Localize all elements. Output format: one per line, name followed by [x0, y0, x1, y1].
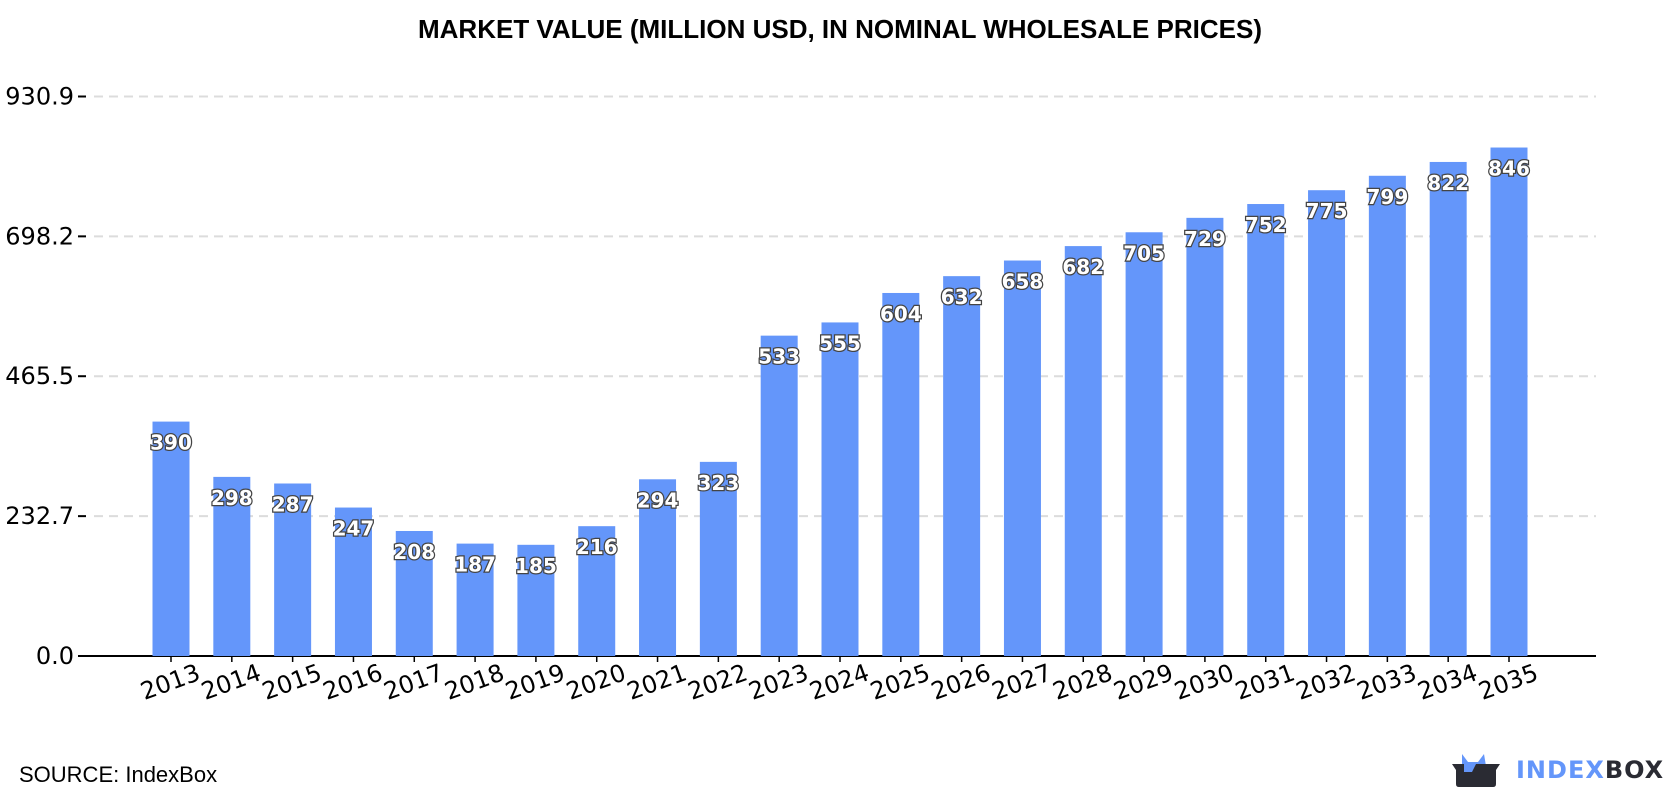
- bar-2024: [821, 322, 859, 656]
- data-label: 822: [1427, 171, 1469, 195]
- x-tick-label: 2027: [988, 659, 1055, 706]
- data-label: 187: [454, 553, 496, 577]
- bar-2013: [152, 421, 190, 656]
- data-label: 632: [941, 285, 983, 309]
- data-label: 604: [880, 302, 922, 326]
- x-tick-label: 2033: [1353, 659, 1420, 706]
- bar-2029: [1125, 232, 1163, 657]
- x-tick-label: 2021: [623, 659, 690, 706]
- y-tick-label: 930.9: [5, 83, 74, 111]
- x-tick-label: 2015: [258, 659, 325, 706]
- bar-2021: [639, 479, 677, 656]
- x-tick-label: 2018: [441, 659, 508, 706]
- x-tick-label: 2016: [319, 659, 386, 706]
- source-label: SOURCE: IndexBox: [19, 762, 218, 787]
- x-tick-label: 2034: [1414, 659, 1481, 706]
- data-label: 752: [1245, 213, 1287, 237]
- x-tick-label: 2026: [927, 659, 994, 706]
- x-tick-label: 2029: [1110, 659, 1177, 706]
- data-label: 705: [1123, 241, 1165, 265]
- x-tick-label: 2032: [1292, 659, 1359, 706]
- indexbox-logo: INDEXBOX: [1450, 752, 1664, 788]
- bar-2027: [1003, 260, 1041, 656]
- data-label: 682: [1062, 255, 1104, 279]
- y-tick-label: 698.2: [5, 222, 74, 250]
- x-tick-label: 2024: [806, 659, 873, 706]
- x-tick-label: 2023: [745, 659, 812, 706]
- bar-2023: [760, 335, 798, 656]
- chart-title: MARKET VALUE (MILLION USD, IN NOMINAL WH…: [417, 14, 1263, 44]
- box-icon: [1452, 754, 1500, 787]
- data-label: 294: [637, 488, 679, 512]
- y-tick-label: 232.7: [5, 502, 74, 530]
- data-label: 216: [576, 535, 618, 559]
- bar-2016: [334, 507, 372, 656]
- x-tick-label: 2020: [563, 659, 630, 706]
- x-tick-label: 2035: [1475, 659, 1542, 706]
- data-label: 323: [697, 471, 739, 495]
- bar-2018: [456, 543, 494, 656]
- x-tick-label: 2017: [380, 659, 447, 706]
- bar-2014: [213, 476, 251, 656]
- bar-2025: [882, 292, 920, 656]
- bar-2030: [1186, 217, 1224, 656]
- data-label: 555: [819, 331, 861, 355]
- x-tick-label: 2030: [1171, 659, 1238, 706]
- bar-2026: [943, 276, 981, 656]
- bar-2031: [1247, 204, 1285, 657]
- bar-2022: [699, 461, 737, 656]
- data-label: 533: [758, 345, 800, 369]
- bar-chart: 0.0 232.7 465.5 698.2 930.9 390 2013 298 2014 287…: [5, 83, 1596, 706]
- x-tick-label: 2013: [137, 659, 204, 706]
- data-label: 799: [1366, 185, 1408, 209]
- logo-text-box: BOX: [1604, 756, 1665, 784]
- bar-2032: [1308, 190, 1346, 656]
- bar-2019: [517, 544, 555, 656]
- bar-2033: [1368, 175, 1406, 657]
- x-tick-label: 2014: [198, 659, 265, 706]
- data-label: 729: [1184, 227, 1226, 251]
- x-tick-label: 2031: [1232, 659, 1299, 706]
- data-label: 298: [211, 486, 253, 510]
- x-tick-label: 2019: [502, 659, 569, 706]
- data-label: 185: [515, 554, 557, 578]
- y-tick-label: 0.0: [36, 642, 74, 670]
- x-tick-label: 2022: [684, 659, 751, 706]
- data-label: 247: [333, 517, 375, 541]
- bar-2017: [395, 530, 433, 656]
- bar-2034: [1429, 161, 1467, 656]
- y-tick-label: 465.5: [5, 362, 74, 390]
- data-label: 775: [1306, 199, 1348, 223]
- x-tick-label: 2025: [867, 659, 934, 706]
- data-label: 846: [1488, 157, 1530, 181]
- logo-text-index: INDEX: [1516, 756, 1605, 784]
- data-label: 390: [150, 431, 192, 455]
- bar-2028: [1064, 246, 1102, 656]
- x-tick-label: 2028: [1049, 659, 1116, 706]
- data-label: 287: [272, 493, 314, 517]
- bar-2020: [578, 526, 616, 656]
- bar-2035: [1490, 147, 1528, 656]
- bar-2015: [274, 483, 312, 656]
- data-label: 658: [1002, 270, 1044, 294]
- data-label: 208: [393, 540, 435, 564]
